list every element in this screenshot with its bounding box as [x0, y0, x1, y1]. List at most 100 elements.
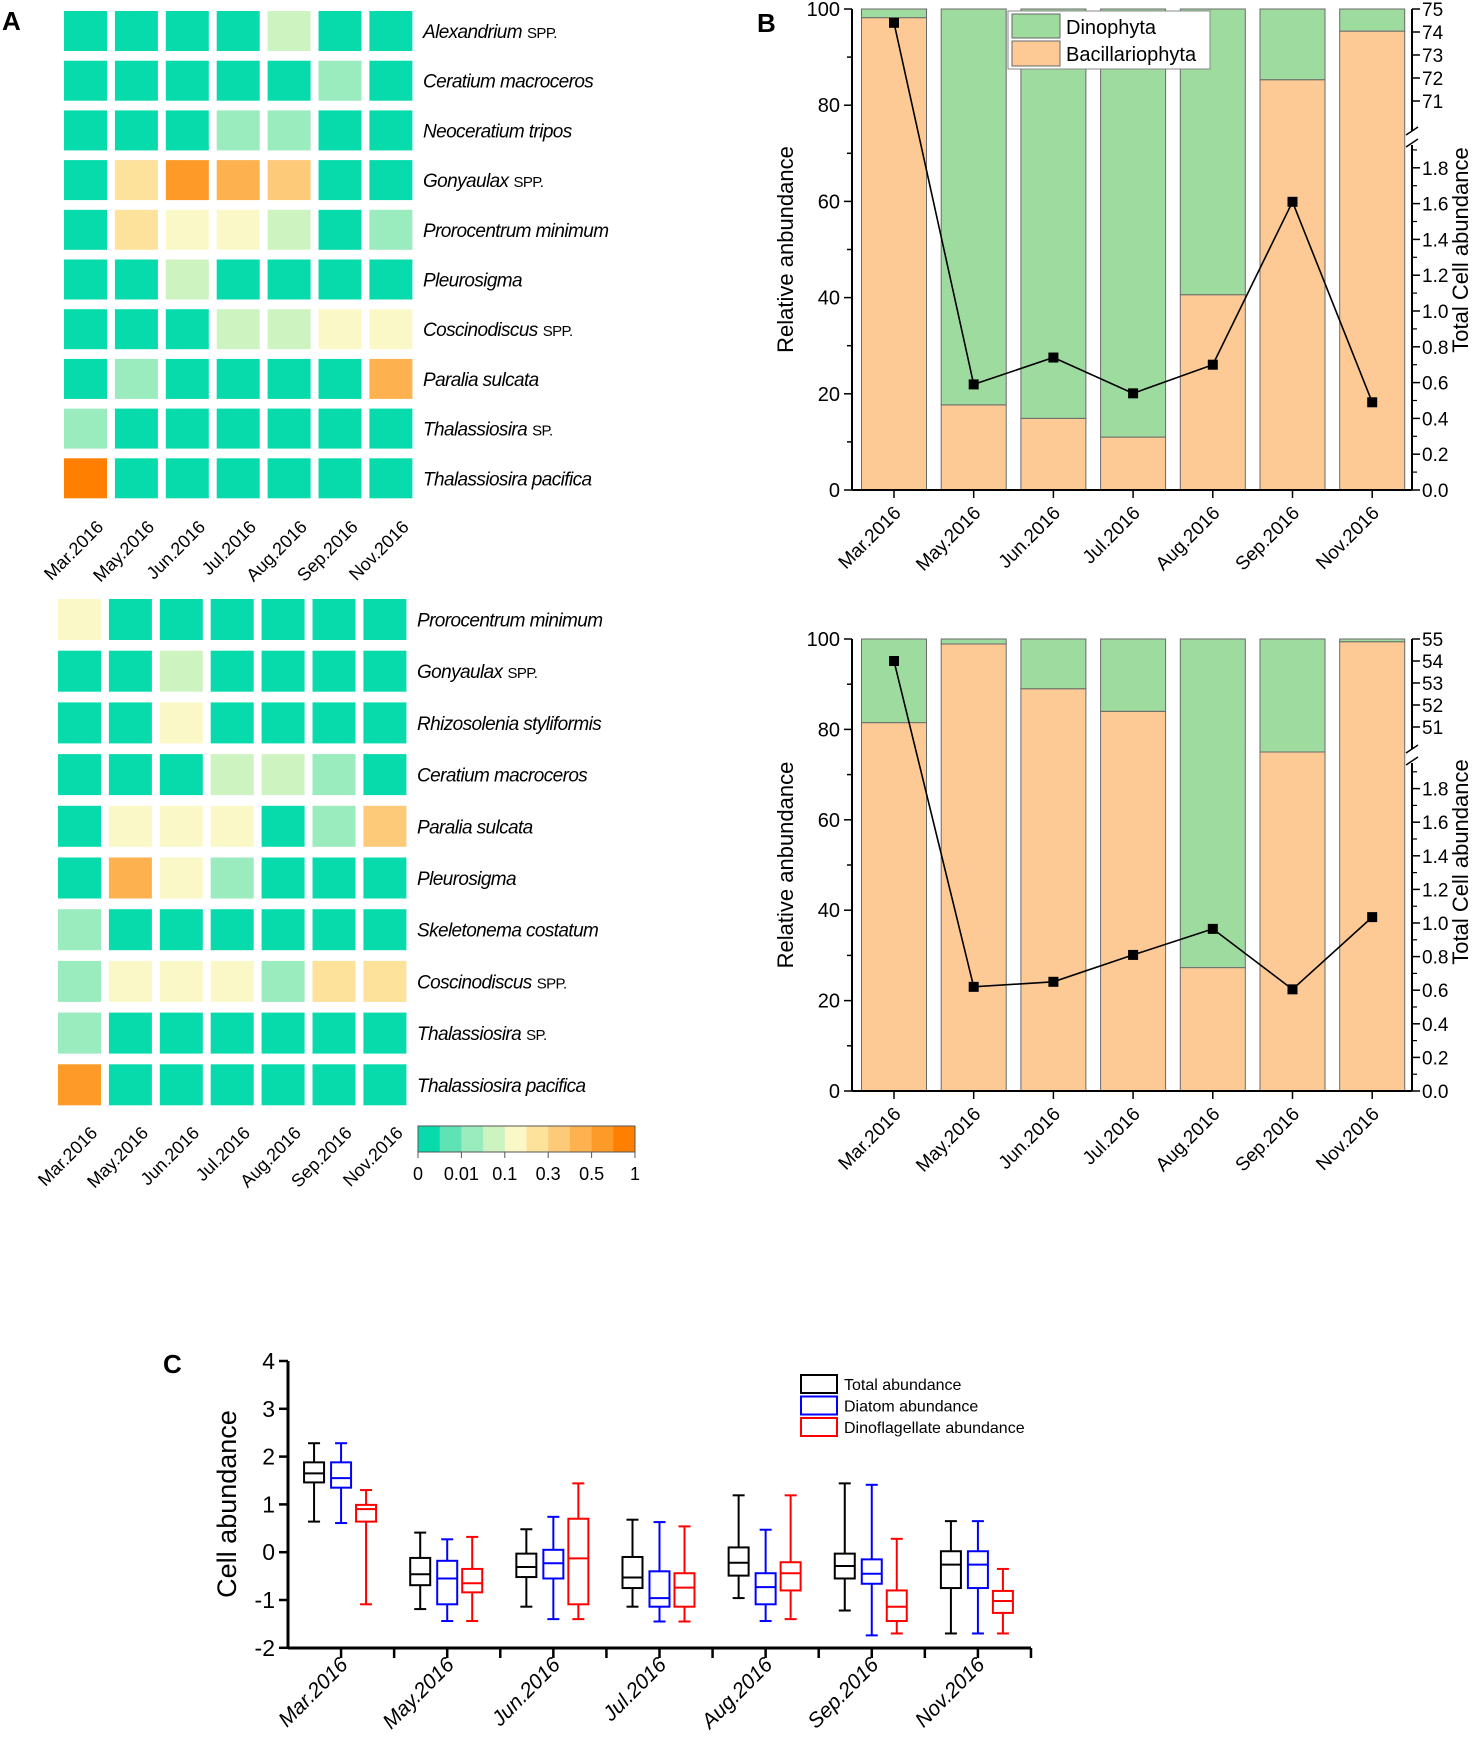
species-name: Ceratium macroceros [423, 72, 594, 93]
species-label: Coscinodiscus SPP. [423, 320, 573, 341]
y2-tick-label: 0.8 [1422, 948, 1448, 969]
y2-tick-label: 0.0 [1422, 481, 1448, 502]
heatmap-cell [165, 11, 209, 51]
y-tick-label: -2 [255, 1635, 275, 1661]
heatmap-cell [108, 1064, 152, 1106]
bar-dinophyta [1259, 638, 1326, 753]
heatmap-cell [318, 458, 362, 499]
axis-break-mark [1405, 126, 1419, 136]
total-abundance-marker [1128, 949, 1139, 960]
heatmap-cell [312, 599, 356, 640]
heatmap-cell [363, 1012, 407, 1054]
y2-tick-label: 74 [1422, 23, 1444, 44]
species-suffix: SPP. [507, 665, 537, 682]
heatmap-cell [114, 408, 158, 449]
y-tick-label: -1 [255, 1587, 275, 1613]
heatmap-cell [369, 11, 413, 51]
species-label: Skeletonema costatum [417, 921, 598, 942]
species-name: Prorocentrum minimum [417, 611, 602, 632]
heatmap-cell [216, 259, 260, 300]
box-total-abundance [833, 1482, 856, 1612]
heatmap-cell [363, 1064, 407, 1106]
heatmap-cell [267, 458, 311, 499]
y-tick-label: 80 [818, 719, 840, 741]
heatmap-cell [108, 805, 152, 847]
heatmap-cell [108, 650, 152, 692]
heatmap-cell [159, 599, 203, 640]
total-abundance-marker [889, 656, 899, 666]
heatmap-cell [369, 209, 413, 250]
box-diatom-abundance [860, 1483, 883, 1637]
heatmap-cell [369, 358, 413, 399]
y2-axis-label: Total Cell abundance [1448, 147, 1473, 352]
colorbar-frame [417, 1125, 636, 1153]
x-tick-label: Mar.2016 [835, 1104, 906, 1175]
y-tick-label: 60 [818, 191, 840, 213]
x-tick-label: Sep.2016 [803, 1653, 883, 1733]
y2-tick-label: 1.0 [1422, 914, 1448, 935]
heatmap-cell [261, 805, 305, 847]
x-tick-label: Nov.2016 [1312, 503, 1383, 574]
heatmap-cell [312, 857, 356, 899]
heatmap-cell [108, 857, 152, 899]
heatmap-cell [159, 857, 203, 899]
box-dinoflagellate-abundance [461, 1535, 484, 1623]
colorbar-swatch [461, 1126, 484, 1152]
heatmap-cell [210, 599, 254, 640]
bar-bacillariophyta [1179, 967, 1246, 1092]
heatmap-cell [261, 702, 305, 744]
y-tick-label: 100 [807, 0, 840, 21]
heatmap-cell [165, 110, 209, 151]
y-tick-label: 20 [818, 991, 840, 1013]
legend-label: Bacillariophyta [1066, 44, 1197, 66]
heatmap-cell [159, 805, 203, 847]
y-axis-label: Relative anbundance [773, 762, 798, 969]
total-abundance-marker [1287, 196, 1298, 207]
species-name: Ceratium macroceros [417, 766, 588, 787]
heatmap-cell [261, 1012, 305, 1054]
heatmap-cell [114, 209, 158, 250]
box-dinoflagellate-abundance [991, 1567, 1014, 1635]
species-name: Pleurosigma [423, 271, 522, 292]
species-label: Neoceratium tripos [423, 121, 573, 142]
species-label: Thalassiosira pacifica [423, 469, 591, 490]
y-tick-label: 60 [818, 810, 840, 832]
x-tick-label: Jul.2016 [1079, 1104, 1145, 1170]
heatmap-cell [165, 209, 209, 250]
x-tick-label: Nov.2016 [1312, 1104, 1383, 1175]
box-dinoflagellate-abundance [779, 1494, 802, 1621]
heatmap-cell [261, 960, 305, 1002]
bar-bacillariophyta [861, 17, 927, 491]
y2-axis-label: Total Cell abundance [1448, 759, 1473, 964]
bar-bacillariophyta [1259, 751, 1326, 1092]
heatmap-cell [64, 458, 107, 499]
colorbar-tick-label: 0.3 [536, 1164, 561, 1184]
heatmap-cell [267, 110, 311, 151]
colorbar-swatch [439, 1126, 462, 1152]
heatmap-cell [165, 408, 209, 449]
bar-dinophyta [940, 8, 1007, 406]
y2-tick-label: 1.6 [1422, 195, 1448, 216]
heatmap-cell [64, 160, 107, 201]
bar-line-chart-2: Mar.2016 May.2016 Jun.2016 Jul.2016 Aug.2016… [773, 0, 1473, 576]
heatmap-cell [58, 650, 101, 692]
y2-tick-label: 51 [1422, 718, 1443, 739]
heatmap-cell [312, 1064, 356, 1106]
heatmap-cell [159, 1012, 203, 1054]
box-diatom-abundance [330, 1442, 353, 1525]
bar-bacillariophyta [1339, 30, 1406, 491]
y2-tick-label: 1.0 [1422, 302, 1448, 323]
heatmap-cell [58, 1012, 101, 1054]
y2-tick-label: 0.4 [1422, 1015, 1449, 1036]
species-name: Gonyaulax [423, 171, 511, 192]
heatmap-cell [267, 209, 311, 250]
bar-dinophyta [1179, 638, 1246, 969]
heatmap-cell [159, 650, 203, 692]
y2-tick-label: 0.4 [1422, 409, 1449, 430]
legend: Total abundance Diatom abundance Dinoflage… [800, 1374, 1025, 1437]
total-abundance-marker [1128, 388, 1139, 399]
species-label: Gonyaulax SPP. [423, 171, 543, 192]
heatmap-cell [210, 754, 254, 796]
species-name: Rhizosolenia styliformis [417, 714, 602, 735]
